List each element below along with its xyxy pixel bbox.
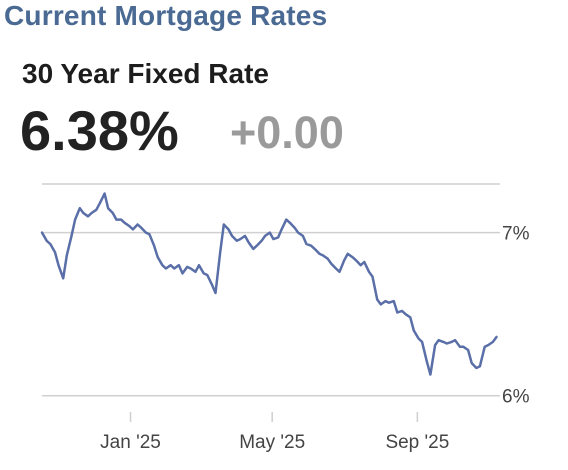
product-name: 30 Year Fixed Rate [22, 58, 269, 89]
x-axis: Jan '25 May '25 Sep '25 [100, 412, 449, 453]
x-tick-label: May '25 [239, 432, 305, 453]
rate-series-line-0 [40, 192, 498, 376]
y-tick-label: 7% [502, 224, 530, 245]
widget-title: Current Mortgage Rates [4, 0, 328, 31]
rate-change: +0.00 [230, 107, 344, 158]
x-tick-label: Jan '25 [100, 432, 161, 453]
y-tick-label: 6% [502, 387, 530, 408]
line-layer [40, 192, 498, 376]
y-axis: 7% 6% [502, 224, 530, 408]
current-rate: 6.38% [20, 99, 179, 162]
x-tick-label: Sep '25 [385, 432, 449, 453]
